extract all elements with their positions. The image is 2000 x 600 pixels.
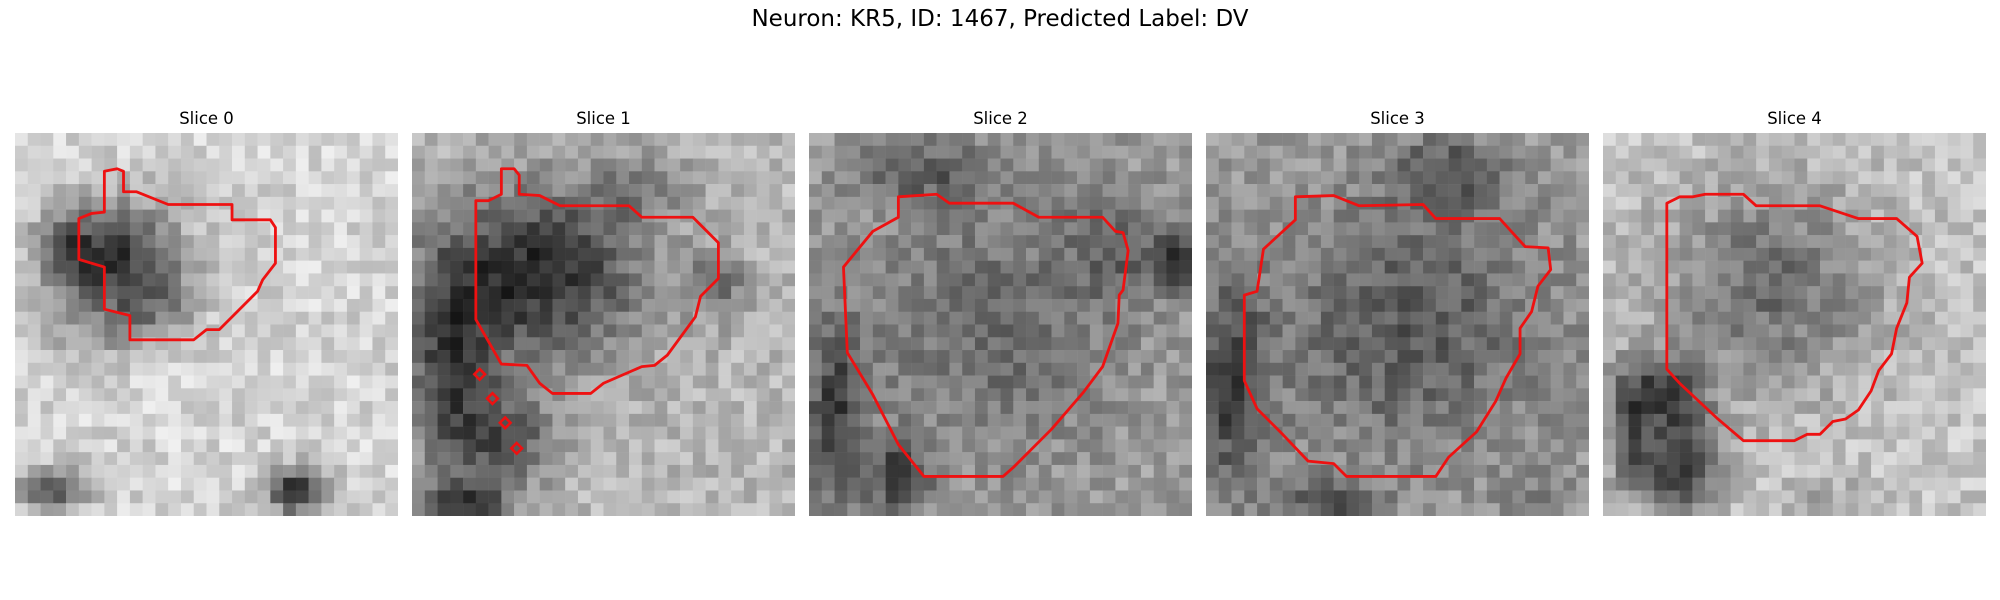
segmentation-contour xyxy=(842,192,1130,478)
pixel-grid xyxy=(1603,133,1986,516)
slice-title: Slice 0 xyxy=(179,109,234,128)
figure-title: Neuron: KR5, ID: 1467, Predicted Label: … xyxy=(751,6,1249,32)
slice-panel-0: Slice 0 xyxy=(15,108,398,516)
contour-diamond-marker xyxy=(498,415,513,430)
segmentation-contour xyxy=(474,167,720,395)
micrograph-image xyxy=(809,133,1192,516)
slice-title: Slice 1 xyxy=(576,109,631,128)
pixel-grid xyxy=(412,133,795,516)
segmentation-contour xyxy=(77,167,277,342)
contour-diamond-marker xyxy=(509,441,524,456)
pixel-grid xyxy=(809,133,1192,516)
slice-panel-1: Slice 1 xyxy=(412,108,795,516)
micrograph-image xyxy=(1206,133,1589,516)
slice-panel-4: Slice 4 xyxy=(1603,108,1986,516)
slice-title: Slice 2 xyxy=(973,109,1028,128)
segmentation-contour xyxy=(1665,192,1924,443)
slice-title: Slice 3 xyxy=(1370,109,1425,128)
micrograph-image xyxy=(1603,133,1986,516)
slice-panel-3: Slice 3 xyxy=(1206,108,1589,516)
contour-diamond-marker xyxy=(472,367,487,382)
pixel-grid xyxy=(15,133,398,516)
slice-title: Slice 4 xyxy=(1767,109,1822,128)
pixel-grid xyxy=(1206,133,1589,516)
slice-panel-2: Slice 2 xyxy=(809,108,1192,516)
segmentation-contour xyxy=(1242,194,1553,478)
contour-diamond-marker xyxy=(485,391,500,406)
micrograph-image xyxy=(15,133,398,516)
micrograph-image xyxy=(412,133,795,516)
